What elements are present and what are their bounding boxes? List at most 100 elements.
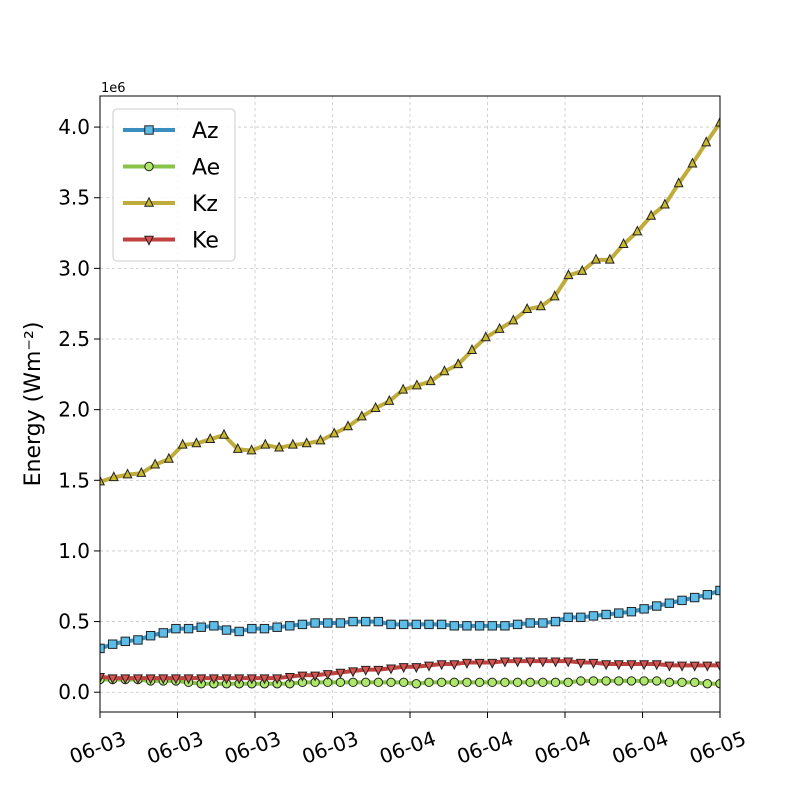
- y-offset-label: 1e6: [101, 81, 126, 96]
- data-point-az: [107, 639, 118, 649]
- data-point-kz: [356, 410, 367, 421]
- series-group: [100, 116, 720, 689]
- data-point-kz: [480, 331, 491, 342]
- data-point-az: [424, 619, 434, 630]
- data-point-az: [183, 623, 194, 634]
- series-layer: [100, 116, 720, 689]
- data-point-ke: [651, 660, 662, 671]
- data-point-kz: [150, 458, 161, 469]
- data-point-az: [272, 622, 282, 632]
- legend: Az Ae Kz Ke: [112, 108, 236, 262]
- data-point-az: [550, 616, 561, 627]
- data-point-ae: [487, 677, 497, 688]
- data-point-ke: [259, 674, 270, 685]
- data-point-ae: [563, 677, 573, 688]
- data-point-kz: [329, 427, 340, 438]
- data-point-ke: [170, 674, 181, 685]
- data-point-ke: [360, 665, 371, 676]
- data-point-az: [259, 623, 270, 634]
- data-point-ke: [702, 661, 713, 672]
- data-point-ke: [145, 674, 156, 685]
- data-point-ke: [550, 657, 561, 668]
- data-point-kz: [205, 433, 216, 444]
- data-point-ke: [234, 674, 245, 685]
- data-point-ae: [626, 676, 637, 686]
- data-point-ae: [361, 677, 371, 688]
- data-point-ae: [601, 676, 611, 686]
- data-point-kz: [590, 253, 602, 264]
- data-point-ke: [107, 674, 118, 685]
- x-tick-label: 06-04: [609, 726, 672, 768]
- data-point-ke: [196, 674, 207, 685]
- data-point-kz: [246, 444, 257, 455]
- data-point-ae: [664, 677, 675, 688]
- data-point-kz: [370, 401, 381, 412]
- data-point-ke: [284, 672, 295, 683]
- data-point-az: [158, 628, 168, 638]
- data-point-az: [133, 635, 143, 645]
- data-point-kz: [315, 434, 326, 445]
- data-point-az: [449, 621, 459, 631]
- data-point-ke: [499, 657, 510, 668]
- data-point-kz: [191, 437, 202, 448]
- data-point-az: [221, 625, 232, 635]
- data-point-kz: [714, 116, 720, 127]
- legend-label-ae: Ae: [192, 156, 220, 181]
- y-axis: 0.0 0.5 1.0 1.5 2.0 2.5 3.0 3.5 4.0: [58, 115, 100, 704]
- y-tick-label: 3.0: [58, 256, 90, 280]
- x-tick-label: 06-04: [454, 726, 517, 768]
- y-tick-label: 0.5: [58, 610, 90, 634]
- legend-box: [112, 108, 236, 262]
- data-point-az: [196, 622, 206, 632]
- data-point-kz: [618, 238, 629, 249]
- data-point-az: [120, 636, 131, 647]
- data-point-ae: [614, 676, 624, 686]
- data-point-ae: [335, 677, 346, 688]
- data-point-ae: [652, 676, 662, 686]
- data-point-ke: [411, 663, 422, 674]
- data-point-kz: [535, 300, 546, 311]
- data-point-az: [474, 621, 485, 631]
- data-point-ke: [221, 674, 232, 685]
- data-point-az: [538, 618, 548, 628]
- data-point-az: [335, 618, 346, 628]
- y-tick-label: 2.0: [58, 398, 90, 422]
- data-point-ke: [639, 660, 650, 671]
- data-point-ae: [348, 677, 358, 688]
- y-axis-label: Energy (Wm⁻²): [21, 322, 46, 487]
- data-point-az: [588, 611, 599, 621]
- data-point-az: [652, 601, 662, 611]
- data-point-ke: [297, 671, 308, 682]
- data-point-ae: [525, 677, 535, 688]
- data-point-az: [487, 621, 497, 631]
- data-point-kz: [122, 468, 133, 479]
- x-tick-label: 06-04: [376, 726, 439, 768]
- data-point-ae: [702, 679, 713, 689]
- data-point-az: [171, 623, 181, 634]
- data-point-az: [576, 612, 586, 623]
- data-point-ke: [613, 660, 624, 671]
- y-tick-label: 3.5: [58, 186, 90, 210]
- data-point-kz: [701, 136, 712, 147]
- data-point-ae: [436, 677, 447, 688]
- data-point-ke: [575, 658, 586, 669]
- data-point-az: [436, 619, 447, 630]
- x-tick-label: 06-03: [144, 726, 207, 768]
- y-tick-label: 1.5: [58, 468, 90, 492]
- data-point-kz: [632, 225, 643, 236]
- data-point-kz: [100, 475, 106, 486]
- data-point-ke: [310, 671, 321, 682]
- data-point-ae: [576, 676, 586, 686]
- legend-marker-ke: [143, 235, 155, 246]
- legend-marker-ae: [144, 161, 154, 172]
- data-point-ke: [487, 658, 498, 669]
- data-point-az: [626, 606, 637, 617]
- data-point-ke: [677, 661, 688, 672]
- data-point-kz: [136, 466, 147, 477]
- data-point-kz: [342, 420, 354, 431]
- data-point-kz: [577, 264, 588, 275]
- data-point-kz: [687, 157, 698, 168]
- data-point-ke: [626, 660, 637, 671]
- data-point-ae: [550, 677, 561, 688]
